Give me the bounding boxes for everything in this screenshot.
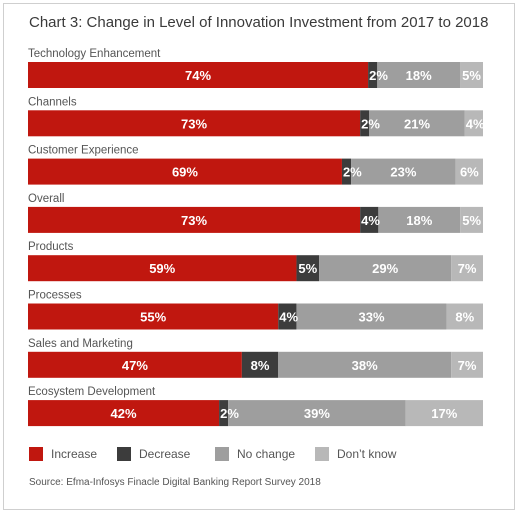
bar-overall-decrease (360, 206, 379, 233)
data-label-processes-decrease: 4% (279, 310, 298, 325)
data-label-technology-enhancement-increase: 74% (185, 68, 211, 83)
legend-label-decrease: Decrease (139, 447, 191, 461)
category-label-ecosystem-development: Ecosystem Development (28, 386, 156, 398)
bar-processes-increase (28, 303, 279, 330)
data-label-overall-decrease: 4% (361, 213, 380, 228)
data-label-processes-don-t-know: 8% (455, 310, 474, 325)
legend-swatch-increase (29, 447, 43, 461)
data-label-sales-and-marketing-decrease: 8% (251, 358, 270, 373)
bar-technology-enhancement-no-change (377, 62, 461, 88)
bar-technology-enhancement-decrease (368, 62, 378, 88)
bar-products-increase (28, 255, 297, 282)
data-label-customer-experience-increase: 69% (172, 165, 198, 180)
bar-customer-experience-no-change (351, 158, 456, 185)
data-label-ecosystem-development-no-change: 39% (304, 406, 330, 421)
data-label-customer-experience-decrease: 2% (343, 165, 362, 180)
data-label-overall-don-t-know: 5% (462, 213, 481, 228)
data-label-sales-and-marketing-don-t-know: 7% (458, 358, 477, 373)
data-label-products-don-t-know: 7% (458, 261, 477, 276)
bar-customer-experience-increase (28, 158, 342, 185)
data-label-overall-increase: 73% (181, 213, 207, 228)
bar-sales-and-marketing-no-change (278, 351, 452, 378)
data-label-sales-and-marketing-no-change: 38% (352, 358, 378, 373)
legend-label-dont-know: Don’t know (337, 447, 397, 461)
category-label-overall: Overall (28, 193, 64, 205)
bar-products-no-change (319, 255, 452, 282)
bar-overall-don-t-know (460, 206, 483, 233)
legend-swatch-decrease (117, 447, 131, 461)
data-label-channels-decrease: 2% (361, 116, 380, 131)
legend-label-increase: Increase (51, 447, 98, 461)
data-label-channels-don-t-know: 4% (466, 116, 485, 131)
bar-technology-enhancement-don-t-know (460, 62, 483, 88)
category-label-customer-experience: Customer Experience (28, 145, 139, 157)
data-label-channels-increase: 73% (181, 116, 207, 131)
bar-ecosystem-development-decrease (219, 400, 229, 427)
bar-ecosystem-development-don-t-know (405, 400, 483, 427)
category-label-channels: Channels (28, 96, 77, 108)
bar-overall-increase (28, 206, 361, 233)
bar-ecosystem-development-no-change (228, 400, 406, 427)
data-label-customer-experience-no-change: 23% (390, 165, 416, 180)
data-label-technology-enhancement-decrease: 2% (369, 68, 388, 83)
bar-customer-experience-decrease (341, 158, 352, 185)
bar-processes-no-change (296, 303, 447, 330)
category-label-processes: Processes (28, 290, 82, 302)
data-label-processes-increase: 55% (140, 310, 166, 325)
data-label-customer-experience-don-t-know: 6% (460, 165, 479, 180)
chart-title: Chart 3: Change in Level of Innovation I… (29, 14, 489, 31)
data-label-channels-no-change: 21% (404, 116, 430, 131)
bar-ecosystem-development-increase (28, 400, 220, 427)
legend-label-no-change: No change (237, 447, 296, 461)
legend-swatch-no-change (215, 447, 229, 461)
data-label-ecosystem-development-don-t-know: 17% (431, 406, 457, 421)
data-label-products-increase: 59% (149, 261, 175, 276)
category-label-sales-and-marketing: Sales and Marketing (28, 338, 133, 350)
data-label-ecosystem-development-increase: 42% (111, 406, 137, 421)
source-note: Source: Efma-Infosys Finacle Digital Ban… (29, 477, 321, 488)
bar-channels-don-t-know (464, 110, 483, 137)
bar-sales-and-marketing-decrease (241, 351, 279, 378)
legend-swatch-dont-know (315, 447, 329, 461)
bar-processes-decrease (278, 303, 297, 330)
bar-channels-increase (28, 110, 361, 137)
data-label-products-decrease: 5% (298, 261, 317, 276)
bar-sales-and-marketing-increase (28, 351, 242, 378)
bar-processes-don-t-know (446, 303, 483, 330)
data-label-ecosystem-development-decrease: 2% (220, 406, 239, 421)
data-label-sales-and-marketing-increase: 47% (122, 358, 148, 373)
data-label-products-no-change: 29% (372, 261, 398, 276)
bar-products-decrease (296, 255, 320, 282)
data-label-technology-enhancement-don-t-know: 5% (462, 68, 481, 83)
bar-products-don-t-know (451, 255, 483, 282)
data-label-technology-enhancement-no-change: 18% (406, 68, 432, 83)
bar-technology-enhancement-increase (28, 62, 369, 88)
category-label-technology-enhancement: Technology Enhancement (28, 48, 161, 60)
bar-customer-experience-don-t-know (455, 158, 483, 185)
category-label-products: Products (28, 241, 74, 253)
data-label-overall-no-change: 18% (406, 213, 432, 228)
bar-channels-no-change (369, 110, 465, 137)
bar-sales-and-marketing-don-t-know (451, 351, 483, 378)
data-label-processes-no-change: 33% (359, 310, 385, 325)
bar-channels-decrease (360, 110, 370, 137)
bar-overall-no-change (378, 206, 461, 233)
